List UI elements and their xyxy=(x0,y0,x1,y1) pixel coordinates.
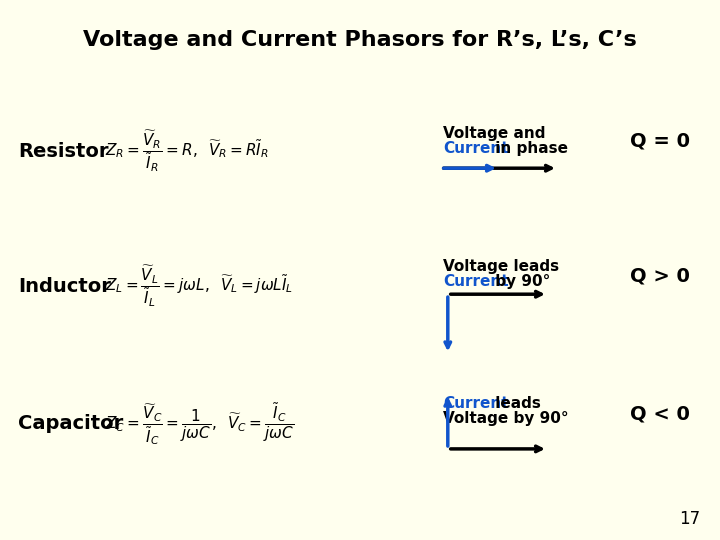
Text: Voltage by 90°: Voltage by 90° xyxy=(443,411,568,427)
Text: leads: leads xyxy=(490,396,541,411)
Text: $Z_C = \dfrac{\widetilde{V}_C}{\widetilde{I}_C} = \dfrac{1}{j\omega C},\;\; \wid: $Z_C = \dfrac{\widetilde{V}_C}{\widetild… xyxy=(105,401,294,447)
Text: Resistor: Resistor xyxy=(18,141,109,161)
Text: $Z_R = \dfrac{\widetilde{V}_R}{\widetilde{I}_R} = R,\;\; \widetilde{V}_R = R\wid: $Z_R = \dfrac{\widetilde{V}_R}{\widetild… xyxy=(105,129,269,174)
Text: Inductor: Inductor xyxy=(18,276,111,296)
Text: by 90°: by 90° xyxy=(490,274,551,289)
Text: Q < 0: Q < 0 xyxy=(630,404,690,423)
Text: Voltage and: Voltage and xyxy=(443,126,545,141)
Text: 17: 17 xyxy=(679,510,700,528)
Text: Current: Current xyxy=(443,396,508,411)
Text: $Z_L = \dfrac{\widetilde{V}_L}{\widetilde{I}_L} = j\omega L,\;\; \widetilde{V}_L: $Z_L = \dfrac{\widetilde{V}_L}{\widetild… xyxy=(105,264,293,309)
Text: Voltage and Current Phasors for R’s, L’s, C’s: Voltage and Current Phasors for R’s, L’s… xyxy=(83,30,637,50)
Text: Q > 0: Q > 0 xyxy=(630,267,690,286)
Text: Q = 0: Q = 0 xyxy=(630,132,690,151)
Text: Capacitor: Capacitor xyxy=(18,414,123,434)
Text: Current: Current xyxy=(443,274,508,289)
Text: Current: Current xyxy=(443,141,508,156)
Text: in phase: in phase xyxy=(490,141,568,156)
Text: Voltage leads: Voltage leads xyxy=(443,259,559,274)
